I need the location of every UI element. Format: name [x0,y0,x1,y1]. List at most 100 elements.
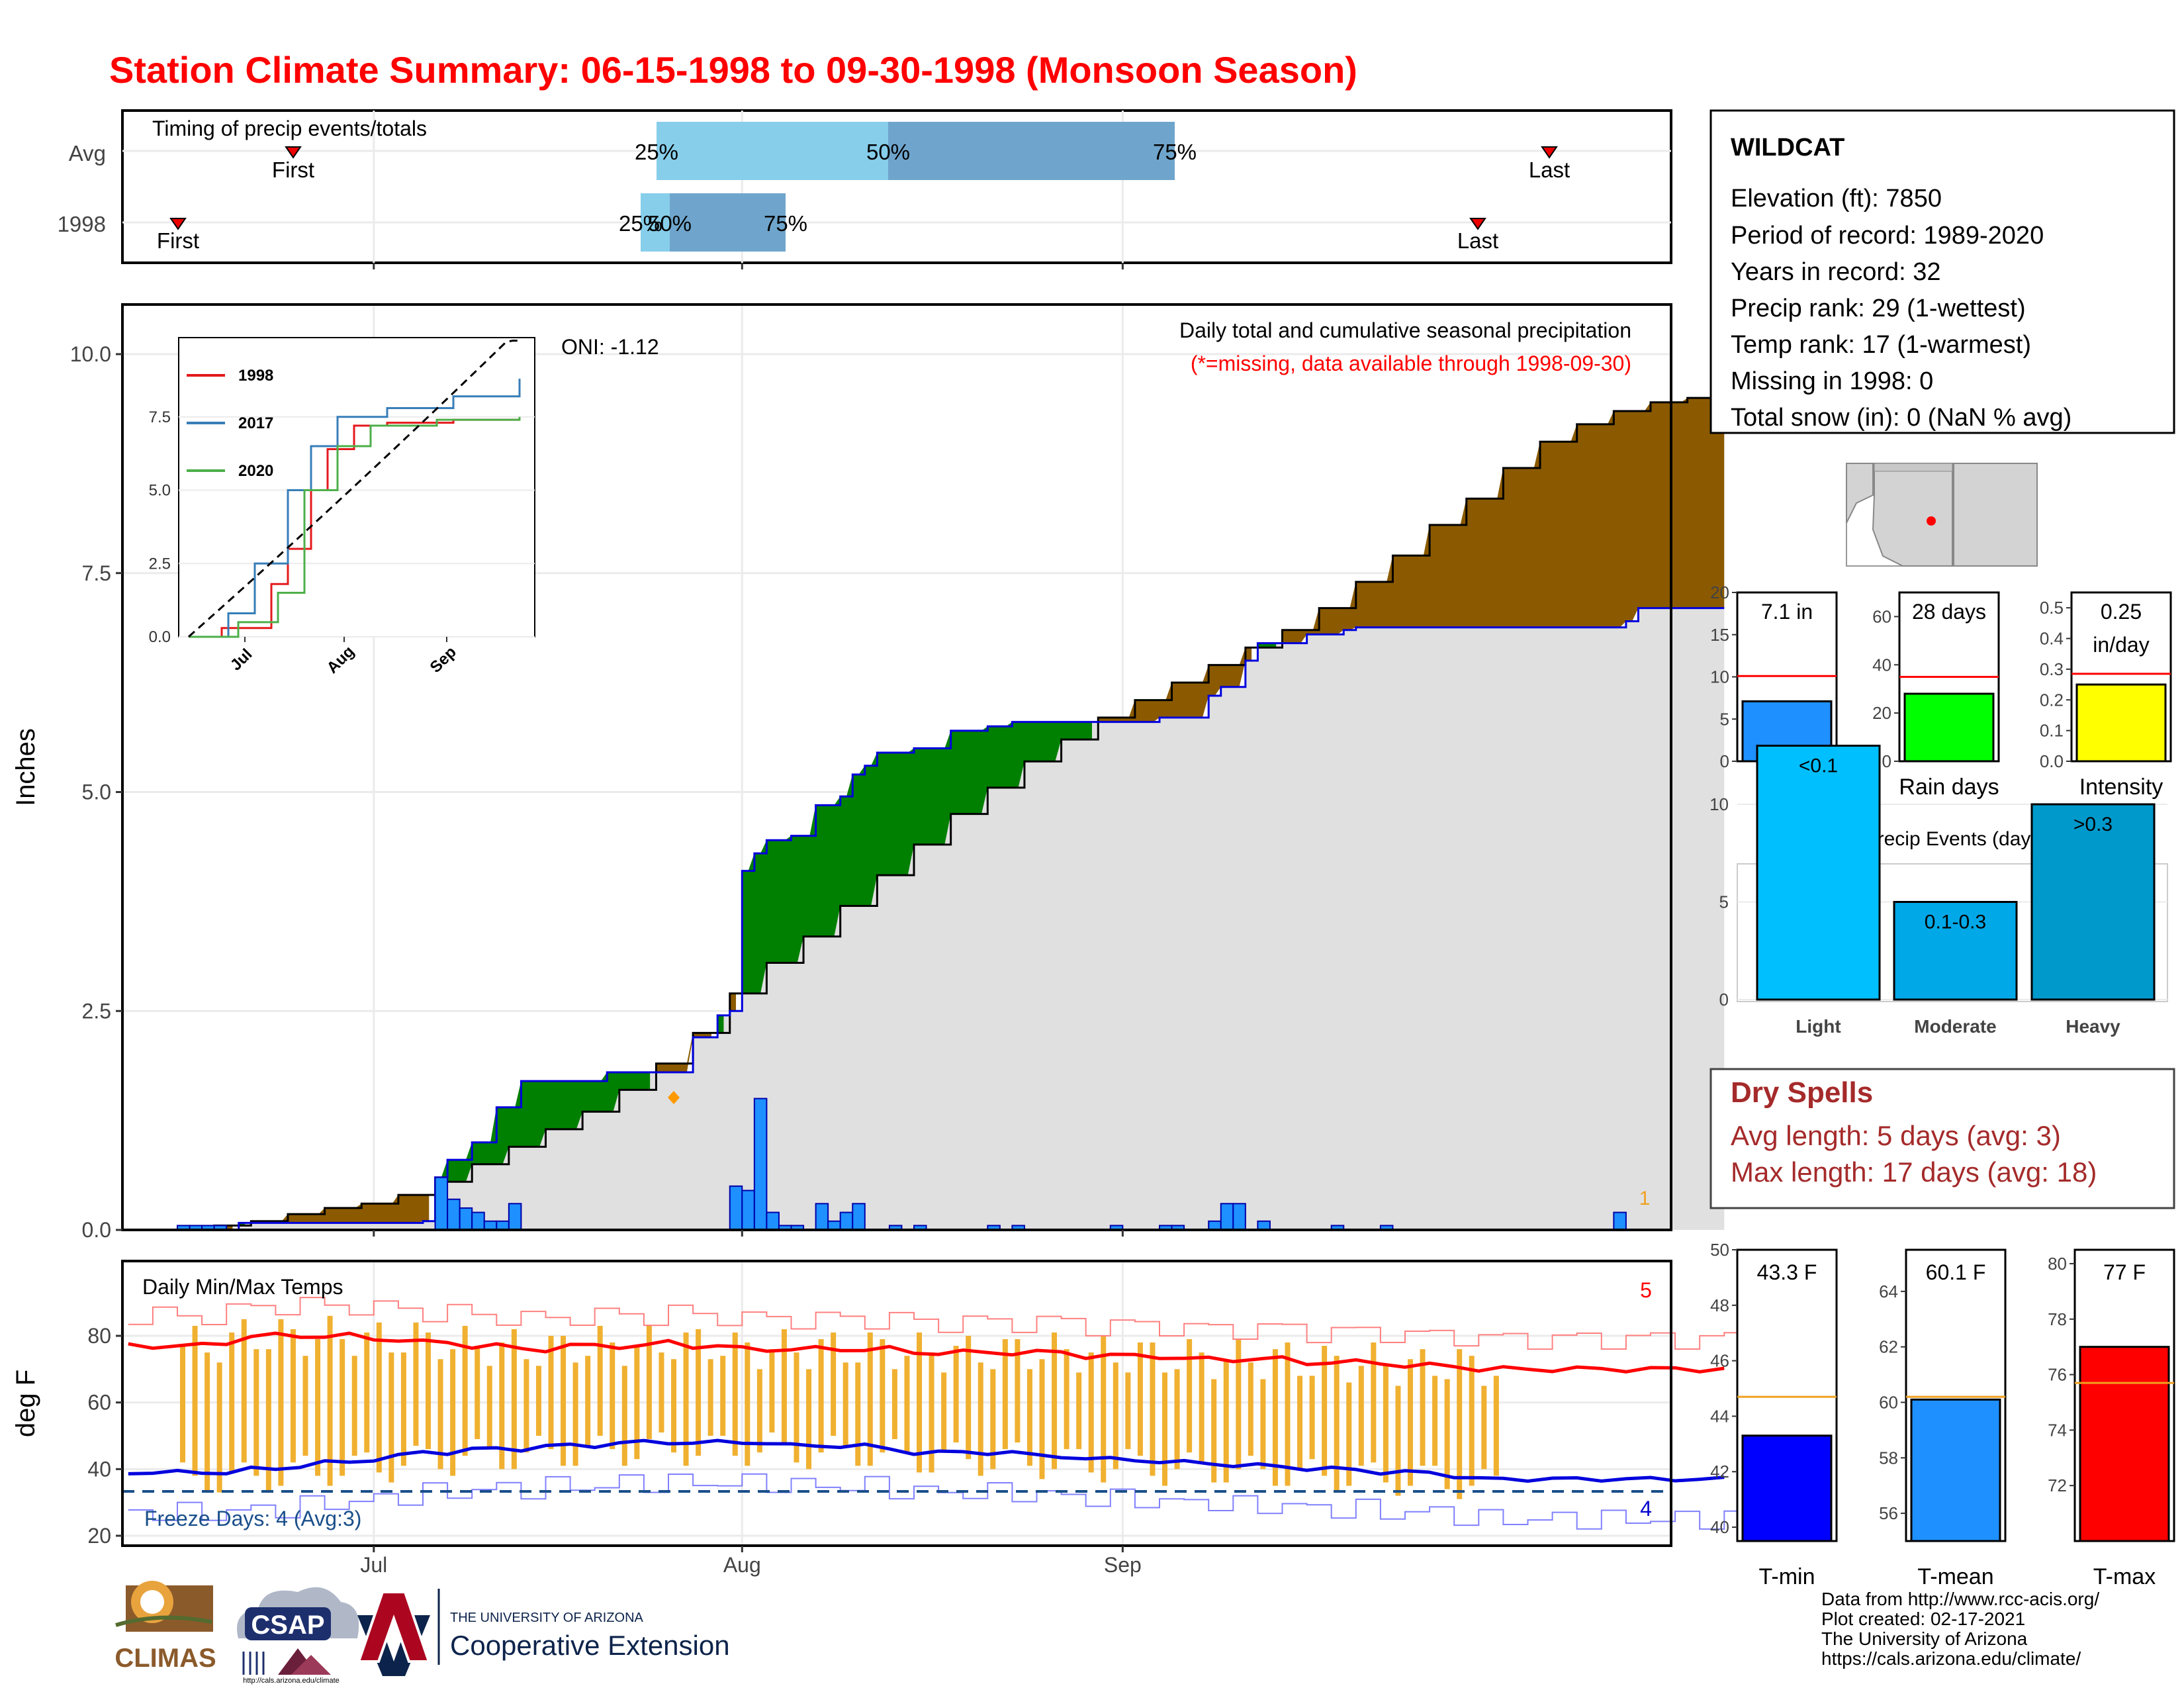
temp-summary-value-label: 60.1 F [1926,1260,1986,1284]
avg-row-label: Avg [69,141,106,165]
temp-bottom-count: 4 [1640,1497,1652,1521]
temp-summary-tick-label: 74 [2048,1420,2067,1440]
daily-temp-range-bar [1469,1356,1475,1486]
mini-bar-tick-label: 5 [1720,709,1729,729]
precip-note-1: Daily total and cumulative seasonal prec… [1179,318,1631,342]
events-y-tick-label: 5 [1719,892,1729,912]
daily-temp-range-bar [929,1352,934,1473]
avg-p75-label: 75% [1153,140,1197,164]
temp-y-tick-label: 40 [87,1457,111,1481]
temp-summary-tick-label: 78 [2048,1309,2067,1329]
below-average-area [1098,647,1252,722]
temp-summary-tick-label: 76 [2048,1365,2067,1385]
temp-summary-tick-label: 72 [2048,1476,2067,1495]
footer-url: https://cals.arizona.edu/climate/ [1821,1648,2081,1669]
daily-temp-range-bar [781,1329,787,1443]
precip-panel: 0.02.55.07.510.0 Inches Daily total and … [11,303,1725,1242]
daily-temp-range-bar [794,1352,799,1463]
daily-temp-range-bar [1395,1385,1401,1496]
ua-logo: THE UNIVERSITY OF ARIZONA Cooperative Ex… [357,1589,730,1676]
temp-summary-tick-label: 58 [1879,1448,1898,1468]
daily-temp-range-bar [1444,1379,1450,1489]
footer-data-source: Data from http://www.rcc-acis.org/ [1821,1589,2099,1609]
observed-cumulative-area [177,608,1725,1230]
daily-temp-range-bar [1150,1342,1156,1476]
y1998-p25-label: 25% [619,211,662,236]
daily-temp-range-bar [400,1352,406,1466]
daily-temp-range-bar [1322,1346,1328,1476]
y1998-first-label: First [157,228,199,253]
daily-temp-range-bar [205,1352,210,1493]
temp-summary-value-bar [1741,1434,1833,1542]
y1998-last-label: Last [1457,228,1498,253]
daily-temp-range-bar [1076,1372,1082,1450]
avg-last-marker [1541,146,1558,159]
y1998-p50-p75-bar [670,193,786,252]
daily-temp-range-bar [1248,1362,1253,1456]
daily-precip-bar [459,1207,473,1231]
daily-temp-range-bar [1052,1332,1058,1470]
y1998-first-marker [169,218,187,230]
observed-cumulative-line [177,607,1725,1231]
temp-summary-value-bar [1910,1398,2001,1542]
inset-legend-label: 2017 [238,414,273,432]
y1998-p50-label: 50% [648,211,692,236]
daily-temp-range-bar [511,1329,517,1470]
daily-precip-bar [434,1176,449,1231]
y1998-row-label: 1998 [58,212,106,236]
dry-spells-title: Dry Spells [1731,1076,1873,1109]
mini-bar-chart: 28 days Rain days 0 20 40 60 [1872,591,2000,800]
inset-y-tick-label: 7.5 [149,408,171,426]
daily-temp-range-bar [904,1356,910,1453]
record-max-line [128,1297,1749,1350]
daily-temp-range-bar [1358,1366,1364,1466]
daily-temp-range-bar [265,1349,271,1493]
temp-summary-tick-label: 42 [1710,1462,1729,1481]
daily-temp-range-bar [1125,1372,1131,1450]
locator-map [1846,463,2038,567]
daily-temp-range-bar [1297,1376,1303,1470]
mini-bar-tick-label: 0.0 [2040,751,2064,771]
csap-logo-url: http://cals.arizona.edu/climate [243,1677,340,1685]
avg-p50-p75-bar [888,122,1175,180]
temp-summary-tick-label: 60 [1879,1392,1898,1412]
mini-bar-tick-label: 15 [1710,625,1729,645]
inset-series-line [189,379,521,638]
mini-bar-tick-label: 40 [1872,655,1891,675]
daily-temp-range-bar [1113,1362,1118,1470]
daily-temp-range-bar [523,1359,529,1453]
daily-temp-range-bar [990,1369,996,1470]
daily-temp-range-bar [535,1366,541,1436]
above-average-area [717,1015,724,1033]
temp-summary-label: T-min [1759,1564,1815,1589]
daily-precip-bar [447,1198,461,1231]
station-period: Period of record: 1989-2020 [1731,222,2044,250]
mini-bar-value [1903,692,1995,763]
daily-temp-range-bar [891,1369,897,1440]
daily-precip-bar [729,1185,743,1231]
events-bar-label: Light [1796,1016,1841,1037]
temp-y-tick-label: 20 [87,1524,111,1548]
above-average-area [435,1072,651,1182]
station-info-box: WILDCAT Elevation (ft): 7850 Period of r… [1709,109,2175,434]
timing-panel: Timing of precip events/totals Avg 1998 … [58,109,1672,269]
temp-x-tick-label: Sep [1104,1553,1142,1577]
y-tick-label: 7.5 [82,561,111,585]
temp-summary-tick-label: 80 [2048,1254,2067,1274]
daily-temp-range-bar [462,1325,468,1456]
y1998-p75-label: 75% [764,211,807,236]
daily-temp-range-bar [1187,1339,1193,1453]
daily-precip-bar [1613,1211,1627,1231]
daily-temp-range-bar [953,1346,959,1443]
max-daily-marker [668,1091,680,1104]
precip-note-2: (*=missing, data available through 1998-… [1191,352,1631,375]
station-name: WILDCAT [1731,134,1844,162]
daily-temp-range-bar [450,1349,456,1476]
daily-temp-range-bar [941,1372,947,1453]
daily-temp-range-bar [192,1325,198,1476]
daily-temp-range-bar [290,1329,296,1463]
temp-summary-label: T-mean [1917,1564,1993,1589]
events-y-tick-label: 0 [1719,990,1729,1009]
y-tick-label: 0.0 [82,1218,111,1242]
